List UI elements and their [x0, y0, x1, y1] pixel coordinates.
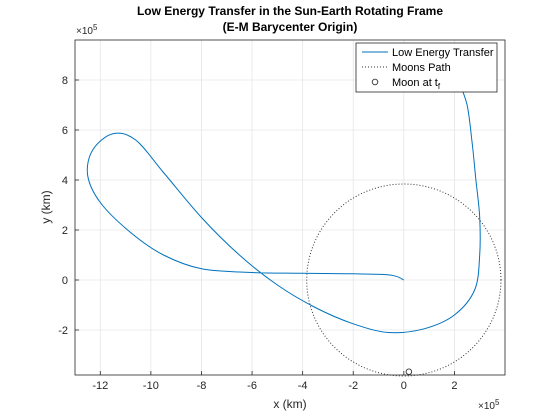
- y-axis-exponent-label: ×105: [76, 23, 98, 37]
- legend-moon-path-label: Moons Path: [392, 62, 451, 74]
- y-axis-label: y (km): [39, 190, 53, 223]
- x-tick-label: -12: [92, 380, 108, 392]
- moon-path-series: [306, 183, 502, 377]
- x-axis-exponent-label: ×105: [478, 398, 500, 412]
- x-tick-label: -10: [143, 380, 159, 392]
- chart-title-line-1: Low Energy Transfer in the Sun-Earth Rot…: [137, 4, 443, 18]
- legend-moon-marker-swatch: [371, 78, 379, 86]
- x-axis-label: x (km): [273, 397, 306, 411]
- y-axis-ticks: -2 0 2 4 6 8: [58, 75, 79, 337]
- legend-transfer-label: Low Energy Transfer: [392, 47, 494, 59]
- legend-box: [355, 42, 498, 93]
- axes-box: [74, 39, 506, 376]
- moon-final-marker: [405, 368, 413, 376]
- x-tick-label: -6: [247, 380, 257, 392]
- y-tick-label: 0: [62, 275, 68, 287]
- legend-moon-marker-label: Moon at tf: [392, 77, 441, 91]
- x-axis-ticks: -12 -10 -8 -6 -4 -2 0 2: [92, 371, 457, 392]
- x-tick-label: 0: [401, 380, 407, 392]
- y-tick-label: 2: [62, 225, 68, 237]
- y-tick-label: -2: [58, 325, 68, 337]
- x-tick-label: -4: [298, 380, 308, 392]
- x-tick-label: -2: [348, 380, 358, 392]
- y-tick-label: 8: [62, 75, 68, 87]
- chart-title-line-2: (E-M Barycenter Origin): [223, 20, 358, 34]
- y-tick-label: 4: [62, 175, 68, 187]
- x-tick-label: -8: [197, 380, 207, 392]
- x-tick-label: 2: [451, 380, 457, 392]
- plot-area: [86, 79, 502, 377]
- legend: Low Energy Transfer Moons Path Moon at t…: [355, 42, 498, 93]
- y-tick-label: 6: [62, 125, 68, 137]
- low-energy-transfer-series: [86, 79, 481, 334]
